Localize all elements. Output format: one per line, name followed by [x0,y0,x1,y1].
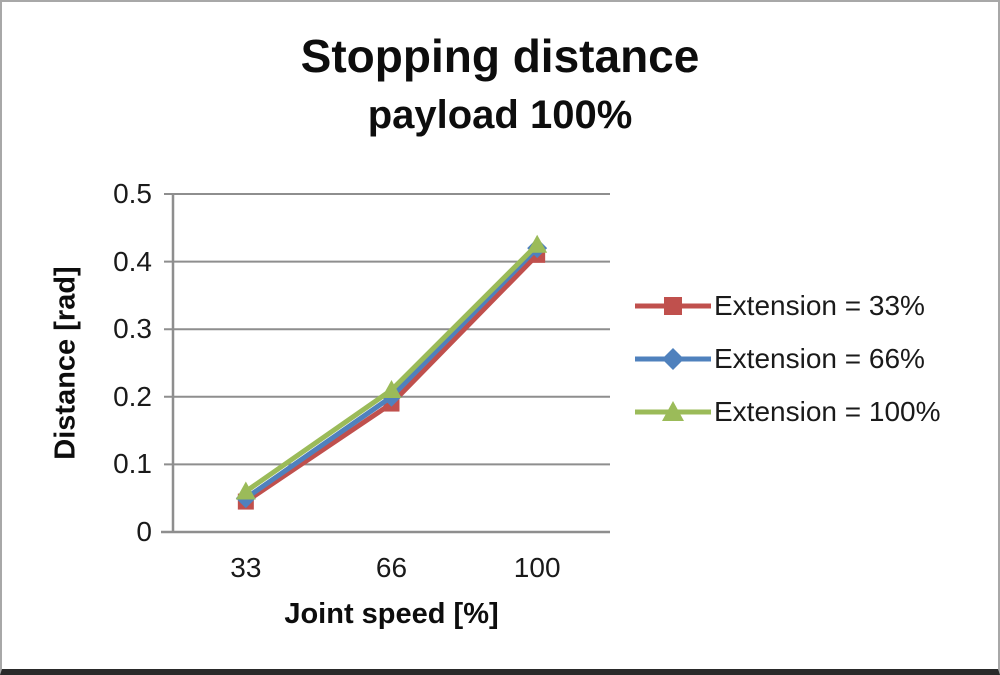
legend-label: Extension = 100% [714,395,941,427]
chart-subtitle: payload 100% [367,93,633,137]
y-tick-label: 0.3 [113,313,152,345]
chart-title: Stopping distance [300,30,700,82]
y-tick-label: 0.5 [113,178,152,209]
y-tick-label: 0.1 [113,448,152,480]
legend-item: Extension = 100% [635,385,941,438]
y-tick-label: 0.4 [113,245,152,277]
legend-item: Extension = 33% [635,279,941,332]
legend-marker-diamond-icon [635,347,711,370]
legend-marker-square-icon [635,296,711,315]
plot-area [161,193,610,534]
legend: Extension = 33% Extension = 66% Extensio… [635,279,941,438]
legend-item: Extension = 66% [635,332,941,385]
x-tick-label: 33 [230,552,262,583]
y-tick-label: 0.2 [113,380,152,412]
y-tick-label: 0 [136,516,152,547]
x-tick-label: 100 [513,552,561,583]
legend-marker-triangle-icon [635,400,711,421]
x-axis-title: Joint speed [%] [284,598,499,630]
legend-label: Extension = 66% [714,342,925,374]
y-axis-title: Distance [rad] [49,266,82,460]
legend-label: Extension = 33% [714,289,925,321]
x-tick-label: 66 [375,552,408,583]
